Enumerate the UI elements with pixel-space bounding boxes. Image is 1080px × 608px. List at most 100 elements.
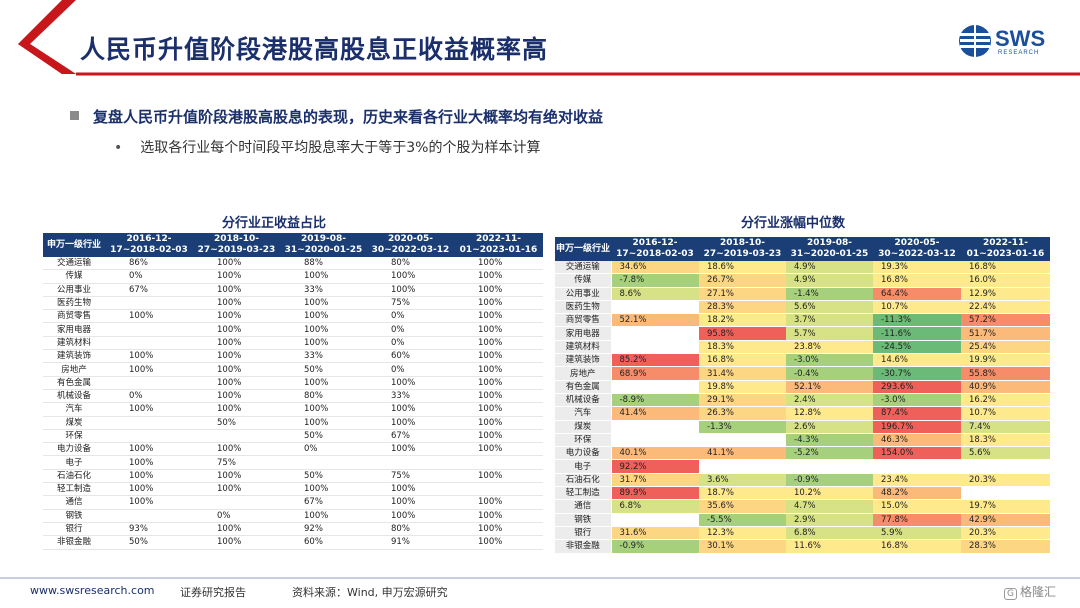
value-cell: 50% [105,535,193,550]
value-cell: 4.9% [786,261,873,275]
value-cell: 100% [454,429,543,444]
column-header-industry: 申万一级行业 [43,233,105,257]
table-row: 机械设备 0% 100% 80% 33% 100% [43,389,543,404]
column-header-period: 2022-11-01~2023-01-16 [961,237,1050,261]
industry-cell: 电力设备 [555,446,612,461]
value-cell: 67% [367,429,454,444]
value-cell: -30.7% [873,366,961,381]
industry-cell: 医药生物 [555,300,612,315]
value-cell: 40.9% [961,380,1050,394]
value-cell: 75% [367,296,454,311]
value-cell: 14.6% [873,353,961,368]
industry-cell: 传媒 [43,269,105,284]
value-cell: 40.1% [611,446,699,461]
value-cell: 100% [367,283,454,297]
sub-bullet: • 选取各行业每个时间段平均股息率大于等于3%的个股为样本计算 [114,137,540,157]
table-row: 建筑材料 18.3% 23.8% -24.5% 25.4% [555,340,1050,355]
table-row: 有色金属 100% 100% 100% 100% [43,376,543,390]
table-row: 传媒 0% 100% 100% 100% 100% [43,269,543,284]
table-row: 电子 100% 75% [43,455,543,470]
value-cell: 100% [454,322,543,337]
globe-icon [959,25,991,57]
value-cell [454,455,543,470]
value-cell: 0% [105,269,193,284]
column-header-period: 2020-05-30~2022-03-12 [873,237,961,261]
value-cell: 100% [193,309,280,324]
value-cell: 100% [454,389,543,404]
table-row: 公用事业 8.6% 27.1% -1.4% 64.4% 12.9% [555,287,1050,301]
value-cell: 26.3% [699,406,786,421]
table-row: 轻工制造 89.9% 18.7% 10.2% 48.2% [555,486,1050,501]
value-cell: 100% [367,482,454,497]
value-cell: 25.4% [961,340,1050,355]
table-row: 建筑装饰 100% 100% 33% 60% 100% [43,349,543,364]
value-cell: 12.3% [699,526,786,541]
value-cell: 0% [367,336,454,351]
table-row: 电力设备 100% 100% 0% 100% 100% [43,442,543,457]
value-cell [611,420,699,434]
industry-cell: 通信 [555,499,612,514]
column-header-period: 2022-11-01~2023-01-16 [454,233,543,257]
industry-cell: 石油石化 [555,473,612,488]
industry-cell: 汽车 [43,402,105,417]
value-cell: 100% [367,509,454,523]
value-cell: 92.2% [611,459,699,474]
industry-cell: 电力设备 [43,442,105,457]
value-cell: 100% [193,336,280,351]
value-cell: 100% [454,336,543,351]
table-row: 钢铁 -5.5% 2.9% 77.8% 42.9% [555,513,1050,527]
value-cell: 11.6% [786,539,873,554]
industry-cell: 通信 [43,495,105,510]
value-cell: -7.8% [611,273,699,288]
value-cell: 46.3% [873,433,961,448]
value-cell: 100% [454,283,543,297]
value-cell: 6.8% [786,526,873,541]
value-cell [105,509,193,523]
square-bullet-icon [70,111,79,120]
value-cell: 41.4% [611,406,699,421]
industry-cell: 环保 [43,429,105,444]
industry-cell: 建筑材料 [43,336,105,351]
industry-cell: 家用电器 [43,322,105,337]
value-cell: -1.3% [699,420,786,434]
value-cell: 18.3% [961,433,1050,448]
value-cell: 100% [105,469,193,484]
value-cell: 3.7% [786,313,873,328]
value-cell: 100% [280,309,367,324]
column-header-period: 2020-05-30~2022-03-12 [367,233,454,257]
value-cell: 0% [280,442,367,457]
value-cell: 0% [193,509,280,523]
dot-bullet-icon: • [114,140,123,156]
column-header-period: 2019-08-31~2020-01-25 [280,233,367,257]
value-cell: 16.8% [699,353,786,368]
value-cell [699,459,786,474]
value-cell: 31.6% [611,526,699,541]
watermark: G 格隆汇 [1004,583,1056,600]
industry-cell: 石油石化 [43,469,105,484]
table-row: 轻工制造 100% 100% 100% 100% [43,482,543,497]
value-cell: 16.2% [961,393,1050,408]
value-cell: 28.3% [961,539,1050,554]
industry-cell: 公用事业 [43,283,105,297]
value-cell: -11.6% [873,326,961,341]
value-cell: 18.6% [699,261,786,275]
value-cell: 77.8% [873,513,961,527]
website-link[interactable]: www.swsresearch.com [30,584,155,597]
value-cell: 55.8% [961,366,1050,381]
industry-cell: 机械设备 [43,389,105,404]
industry-cell: 房地产 [555,366,612,381]
table-row: 家用电器 95.8% 5.7% -11.6% 51.7% [555,326,1050,341]
value-cell [193,495,280,510]
table-row: 房地产 68.9% 31.4% -0.4% -30.7% 55.8% [555,366,1050,381]
value-cell: 100% [280,376,367,390]
value-cell: 16.8% [873,539,961,554]
value-cell [961,459,1050,474]
table-row: 交通运输 34.6% 18.6% 4.9% 19.3% 16.8% [555,261,1050,275]
value-cell [873,459,961,474]
table-row: 医药生物 100% 100% 75% 100% [43,296,543,311]
value-cell: 100% [280,416,367,430]
table-row: 银行 93% 100% 92% 80% 100% [43,522,543,537]
value-cell: 41.1% [699,446,786,461]
value-cell: 18.3% [699,340,786,355]
table-row: 建筑材料 100% 100% 0% 100% [43,336,543,351]
